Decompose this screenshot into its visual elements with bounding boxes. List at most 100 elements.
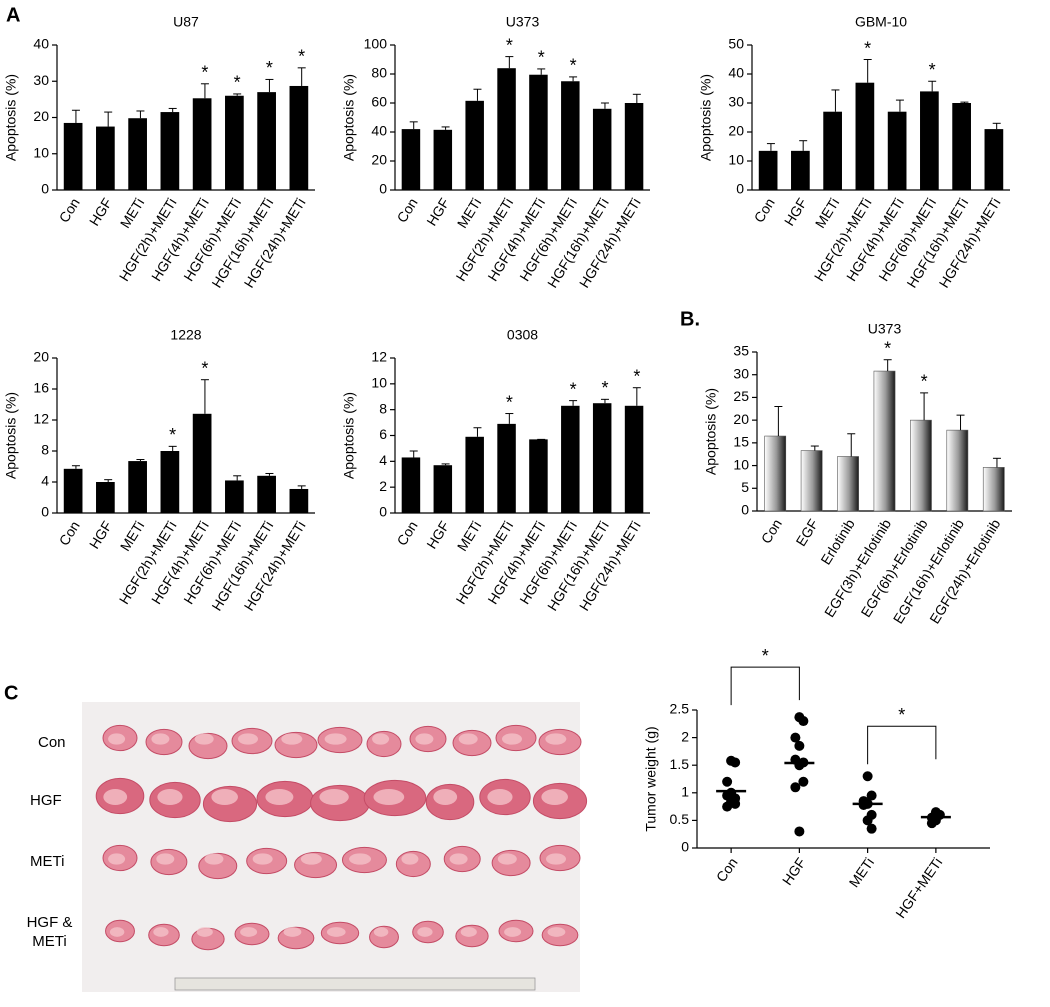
significance-star: * <box>570 56 577 76</box>
x-tick-label: Con <box>56 195 83 225</box>
data-point <box>722 801 733 812</box>
significance-star: * <box>921 372 928 392</box>
tumor-highlight <box>300 853 322 865</box>
bar <box>592 108 612 190</box>
y-tick-label: 4 <box>41 473 49 489</box>
y-tick-label: 30 <box>33 72 49 88</box>
significance-star: * <box>898 705 905 725</box>
significance-star: * <box>633 366 640 386</box>
bar <box>837 456 859 512</box>
bar <box>873 370 896 512</box>
y-tick-label: 16 <box>33 380 49 396</box>
bar <box>257 475 276 513</box>
tumor-highlight <box>546 853 566 865</box>
chart-title: GBM-10 <box>855 14 907 30</box>
tumor-highlight <box>319 789 349 805</box>
y-axis-label: Apoptosis (%) <box>698 74 714 161</box>
x-tick-label: HGF <box>781 195 810 229</box>
bar <box>96 126 115 190</box>
x-tick-label: METi <box>812 195 843 231</box>
bar <box>791 150 810 190</box>
data-point <box>730 798 741 809</box>
bar <box>561 405 580 513</box>
y-tick-label: 10 <box>371 375 387 391</box>
bar <box>946 429 969 512</box>
tumor-highlight <box>458 733 478 745</box>
x-tick-label: HGF <box>779 855 809 888</box>
y-tick-label: 20 <box>33 349 49 365</box>
tumor-highlight <box>504 927 522 937</box>
y-tick-label: 1.5 <box>670 756 690 772</box>
y-tick-label: 2 <box>681 728 689 744</box>
tumor-highlight <box>541 789 568 805</box>
tumor-highlight <box>204 853 224 865</box>
y-axis-label: Tumor weight (g) <box>643 726 659 831</box>
x-tick-label: EGF <box>793 516 822 549</box>
y-tick-label: 0 <box>379 181 387 197</box>
data-point <box>794 826 805 837</box>
data-point <box>722 776 733 787</box>
tumor-highlight <box>240 927 258 937</box>
bar <box>624 405 644 513</box>
significance-star: * <box>169 425 176 445</box>
y-tick-label: 60 <box>371 94 387 110</box>
photo-row-label: HGF & METi <box>26 914 73 950</box>
y-tick-label: 30 <box>728 94 744 110</box>
significance-star: * <box>298 47 305 67</box>
y-axis-label: Apoptosis (%) <box>3 74 19 161</box>
data-point <box>790 782 801 793</box>
tumor-highlight <box>196 927 213 937</box>
y-tick-label: 10 <box>733 456 749 472</box>
bar <box>910 419 932 512</box>
chart-title: U87 <box>173 14 199 30</box>
bar <box>561 81 580 190</box>
bar <box>289 85 309 190</box>
tumor-highlight <box>238 733 258 745</box>
data-point <box>862 815 873 826</box>
y-tick-label: 25 <box>733 388 749 404</box>
tumor-highlight <box>326 927 346 937</box>
x-tick-label: EGF(3h)+Erlotinib <box>821 516 894 620</box>
bar <box>433 129 453 190</box>
bar <box>823 111 842 190</box>
significance-star: * <box>601 378 608 398</box>
y-axis-label: Apoptosis (%) <box>3 392 19 479</box>
bar <box>257 92 276 190</box>
y-tick-label: 30 <box>733 365 749 381</box>
tumor-highlight <box>417 927 433 937</box>
data-point <box>862 771 873 782</box>
tumor-highlight <box>547 927 566 937</box>
tumor-highlight <box>153 927 169 937</box>
bar <box>160 112 180 190</box>
significance-star: * <box>538 48 545 68</box>
significance-star: * <box>864 38 871 58</box>
x-tick-label: Con <box>751 195 778 225</box>
bar <box>984 129 1004 190</box>
bar <box>465 100 484 190</box>
x-tick-label: Con <box>393 195 420 225</box>
y-tick-label: 12 <box>33 411 49 427</box>
significance-star: * <box>234 73 241 93</box>
tumor-highlight <box>281 733 303 745</box>
x-tick-label: HGF <box>86 518 115 552</box>
data-point <box>926 818 937 829</box>
bar <box>401 129 421 190</box>
y-tick-label: 0 <box>681 839 689 855</box>
tumor-highlight <box>324 733 347 745</box>
data-point <box>798 716 809 727</box>
bar <box>624 103 644 190</box>
x-tick-label: HGF <box>86 195 115 229</box>
x-tick-label: Con <box>713 855 741 885</box>
tumor-highlight <box>151 733 170 745</box>
bar <box>764 435 787 512</box>
data-point <box>866 823 877 834</box>
y-tick-label: 0 <box>41 181 49 197</box>
tumor-highlight <box>497 853 517 865</box>
significance-star: * <box>929 60 936 80</box>
bar <box>529 74 548 190</box>
tumor-highlight <box>401 853 419 865</box>
bar <box>63 468 83 513</box>
significance-star: * <box>570 379 577 399</box>
tumor-highlight <box>372 733 390 745</box>
